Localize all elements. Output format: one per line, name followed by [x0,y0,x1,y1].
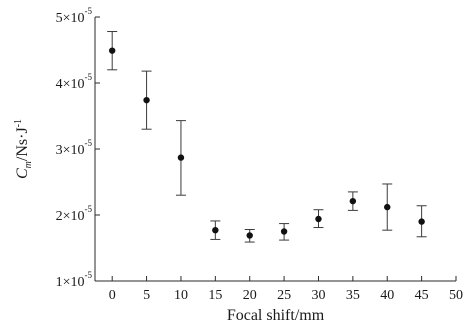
y-tick-exponent: -5 [85,270,93,280]
x-tick-label: 25 [277,288,291,303]
y-tick-mantissa: 5×10 [56,11,85,26]
y-tick-label: 5×10-5 [56,6,93,26]
y-axis-label-unit: /Ns·J [14,127,31,161]
y-tick-exponent: -5 [85,6,93,16]
y-tick-label: 2×10-5 [56,204,93,224]
y-axis-ticks: 1×10-52×10-53×10-54×10-55×10-5 [56,6,100,290]
data-point [384,203,391,211]
x-tick-label: 20 [243,288,257,303]
y-tick-mantissa: 1×10 [56,275,85,290]
data-point [143,96,150,104]
data-point [108,47,116,54]
x-axis-label: Focal shift/mm [227,307,325,324]
x-tick-label: 40 [380,288,394,303]
data-point [280,228,288,235]
y-axis-label-unit-sup: -1 [13,119,24,127]
y-tick-label: 1×10-5 [56,270,93,290]
data-point [212,226,219,234]
data-point [349,197,357,205]
y-axis-label: Cm/Ns·J-1 [13,119,34,179]
x-tick-label: 45 [415,288,429,303]
data-point [177,154,185,161]
y-tick-label: 3×10-5 [56,138,93,158]
x-axis-ticks: 0 5 10 15 20 25 30 35 40 45 50 [109,276,463,303]
y-tick-mantissa: 4×10 [56,77,85,92]
y-tick-mantissa: 2×10 [56,209,85,224]
x-tick-label: 0 [109,288,116,303]
x-tick-label: 50 [449,288,463,303]
x-tick-label: 30 [311,288,325,303]
x-tick-label: 35 [346,288,360,303]
x-tick-label: 15 [208,288,222,303]
data-marks [107,31,427,243]
data-point [418,218,425,225]
y-tick-mantissa: 3×10 [56,143,85,158]
y-tick-exponent: -5 [85,138,93,148]
data-point [246,232,253,239]
y-tick-exponent: -5 [85,72,93,82]
x-tick-label: 5 [143,288,150,303]
y-axis-label-main: C [14,168,31,179]
axes [94,17,456,282]
x-tick-label: 10 [174,288,188,303]
y-tick-exponent: -5 [85,204,93,214]
data-point [315,215,322,223]
y-tick-label: 4×10-5 [56,72,93,92]
y-axis-label-sub: m [23,161,34,168]
